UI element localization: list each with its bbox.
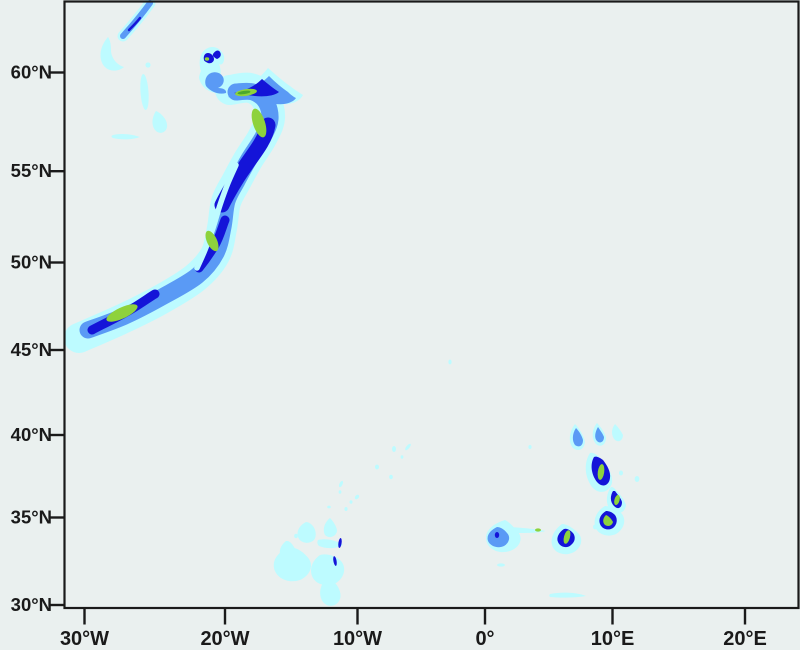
svg-text:30°W: 30°W <box>60 628 109 650</box>
svg-text:10°E: 10°E <box>591 628 635 650</box>
svg-text:55°N: 55°N <box>11 160 52 181</box>
svg-text:45°N: 45°N <box>11 339 52 360</box>
svg-text:0°: 0° <box>475 628 494 650</box>
svg-text:30°N: 30°N <box>11 594 52 615</box>
svg-text:20°E: 20°E <box>723 628 767 650</box>
svg-text:35°N: 35°N <box>11 507 52 528</box>
svg-text:40°N: 40°N <box>11 424 52 445</box>
svg-text:20°W: 20°W <box>200 628 249 650</box>
svg-text:60°N: 60°N <box>11 62 52 83</box>
svg-text:10°W: 10°W <box>333 628 382 650</box>
svg-text:50°N: 50°N <box>11 252 52 273</box>
